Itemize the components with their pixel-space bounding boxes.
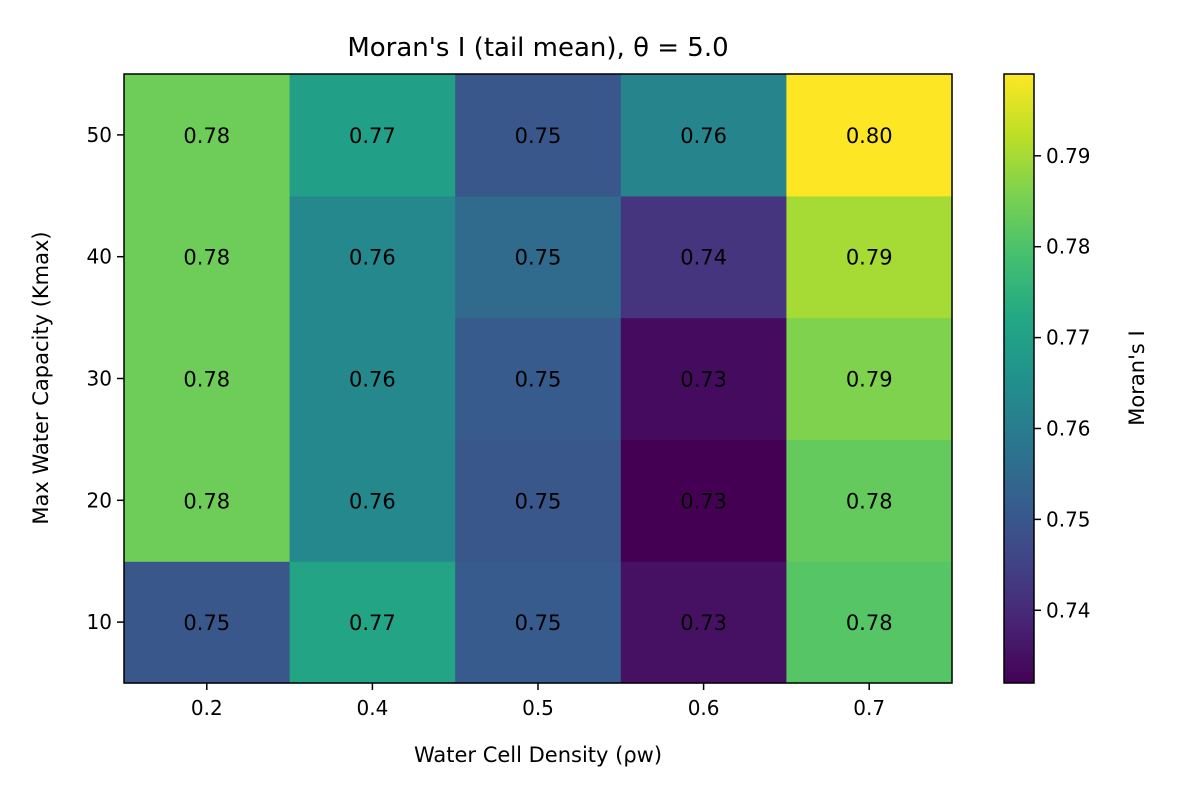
heatmap-cell bbox=[455, 439, 622, 562]
heatmap-cell bbox=[455, 561, 622, 684]
x-axis-ticks: 0.2 0.4 0.5 0.6 0.7 bbox=[191, 683, 885, 720]
colorbar-ticks: 0.74 0.75 0.76 0.77 0.78 0.79 bbox=[1034, 144, 1091, 622]
y-axis-ticks: 10 20 30 40 50 bbox=[87, 123, 124, 634]
cell-value-label: 0.79 bbox=[846, 246, 893, 270]
colorbar-tick-label: 0.75 bbox=[1046, 507, 1091, 531]
colorbar-tick-label: 0.76 bbox=[1046, 416, 1091, 440]
cell-value-label: 0.78 bbox=[846, 611, 893, 635]
y-tick-label: 10 bbox=[87, 610, 112, 634]
cell-value-label: 0.75 bbox=[515, 368, 562, 392]
heatmap-cell bbox=[620, 317, 787, 440]
heatmap-cell bbox=[124, 195, 291, 319]
heatmap-cell bbox=[620, 74, 787, 197]
heatmap-cell bbox=[786, 74, 953, 197]
y-axis-label: Max Water Capacity (Kmax) bbox=[29, 231, 53, 524]
heatmap-cell bbox=[620, 439, 787, 562]
heatmap-cells bbox=[124, 74, 953, 684]
cell-value-label: 0.80 bbox=[846, 124, 893, 148]
heatmap-cell bbox=[786, 317, 953, 440]
colorbar-tick-label: 0.74 bbox=[1046, 598, 1091, 622]
heatmap-cell bbox=[124, 439, 291, 562]
x-tick-label: 0.6 bbox=[688, 696, 720, 720]
cell-value-label: 0.75 bbox=[515, 124, 562, 148]
heatmap-cell-labels: 0.75 0.77 0.75 0.73 0.78 0.78 0.76 0.75 0.73 0.78… bbox=[183, 124, 892, 635]
cell-value-label: 0.75 bbox=[515, 246, 562, 270]
heatmap-cell bbox=[786, 195, 953, 319]
colorbar-label: Moran's I bbox=[1125, 330, 1149, 425]
colorbar-tick-label: 0.77 bbox=[1046, 326, 1091, 350]
heatmap-cell bbox=[124, 317, 291, 440]
y-tick-label: 20 bbox=[87, 488, 112, 512]
cell-value-label: 0.76 bbox=[349, 246, 396, 270]
cell-value-label: 0.78 bbox=[183, 368, 230, 392]
x-tick-label: 0.7 bbox=[853, 696, 885, 720]
colorbar-tick-label: 0.79 bbox=[1046, 144, 1091, 168]
heatmap-cell bbox=[289, 561, 456, 684]
heatmap-cell bbox=[786, 439, 953, 562]
cell-value-label: 0.78 bbox=[183, 124, 230, 148]
y-tick-label: 30 bbox=[87, 367, 112, 391]
heatmap-cell bbox=[289, 195, 456, 319]
heatmap-cell bbox=[289, 74, 456, 197]
x-tick-label: 0.2 bbox=[191, 696, 223, 720]
cell-value-label: 0.73 bbox=[680, 368, 727, 392]
colorbar-frame bbox=[1003, 73, 1035, 684]
y-tick-label: 40 bbox=[87, 245, 112, 269]
x-tick-label: 0.4 bbox=[356, 696, 388, 720]
x-tick-label: 0.5 bbox=[522, 696, 554, 720]
cell-value-label: 0.76 bbox=[349, 489, 396, 513]
heatmap-cell bbox=[289, 439, 456, 562]
heatmap-cell bbox=[124, 561, 291, 684]
cell-value-label: 0.79 bbox=[846, 368, 893, 392]
cell-value-label: 0.75 bbox=[515, 489, 562, 513]
cell-value-label: 0.76 bbox=[680, 124, 727, 148]
cell-value-label: 0.77 bbox=[349, 611, 396, 635]
cell-value-label: 0.75 bbox=[515, 611, 562, 635]
heatmap-cell bbox=[620, 561, 787, 684]
chart-title: Moran's I (tail mean), θ = 5.0 bbox=[347, 33, 728, 63]
heatmap-cell bbox=[124, 74, 291, 197]
heatmap-cell bbox=[786, 561, 953, 684]
cell-value-label: 0.78 bbox=[846, 489, 893, 513]
cell-value-label: 0.78 bbox=[183, 489, 230, 513]
heatmap-cell bbox=[289, 317, 456, 440]
cell-value-label: 0.77 bbox=[349, 124, 396, 148]
cell-value-label: 0.74 bbox=[680, 246, 727, 270]
cell-value-label: 0.78 bbox=[183, 246, 230, 270]
colorbar-tick-label: 0.78 bbox=[1046, 235, 1091, 259]
heatmap-cell bbox=[455, 74, 622, 197]
heatmap-cell bbox=[620, 195, 787, 319]
x-axis-label: Water Cell Density (ρw) bbox=[414, 743, 662, 767]
cell-value-label: 0.73 bbox=[680, 611, 727, 635]
heatmap-cell bbox=[455, 317, 622, 440]
cell-value-label: 0.76 bbox=[349, 368, 396, 392]
y-tick-label: 50 bbox=[87, 123, 112, 147]
cell-value-label: 0.75 bbox=[183, 611, 230, 635]
colorbar bbox=[1004, 74, 1034, 683]
heatmap-cell bbox=[455, 195, 622, 319]
cell-value-label: 0.73 bbox=[680, 489, 727, 513]
